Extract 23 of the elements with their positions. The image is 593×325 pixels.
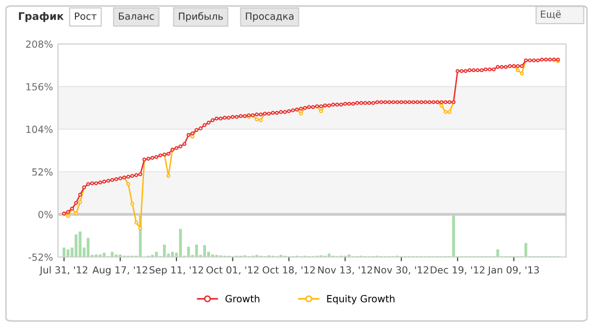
y-tick-label: 208%	[26, 40, 53, 48]
text: Ещё	[540, 10, 561, 20]
x-tick-label: Jan 09, '13	[487, 266, 539, 276]
legend-label: Growth	[226, 294, 260, 302]
x-tick-label: Oct 01, '12	[206, 266, 258, 275]
x-tick-label: Dec 19, '12	[430, 266, 484, 275]
x-tick-label: Nov 30, '12	[374, 266, 428, 275]
legend-label: Equity Growth	[327, 294, 394, 304]
y-tick-label: 0%	[38, 210, 53, 218]
x-tick-label: Jul 31, '12	[39, 266, 88, 276]
y-tick-label: -52%	[28, 253, 53, 261]
chart-title: График	[18, 12, 64, 22]
x-tick-label: Sep 11, '12	[150, 266, 203, 276]
y-tick-label: 104%	[26, 126, 53, 134]
x-tick-label: Nov 13, '12	[318, 266, 372, 275]
text: Просадка	[246, 12, 294, 22]
y-tick-label: 52%	[32, 168, 53, 176]
text: Баланс	[118, 12, 154, 20]
x-tick-label: Oct 18, '12	[262, 266, 315, 275]
y-tick-label: 156%	[26, 83, 53, 90]
text: Рост	[74, 12, 97, 20]
x-tick-label: Aug 17, '12	[92, 266, 148, 276]
text: Прибыль	[178, 12, 223, 22]
